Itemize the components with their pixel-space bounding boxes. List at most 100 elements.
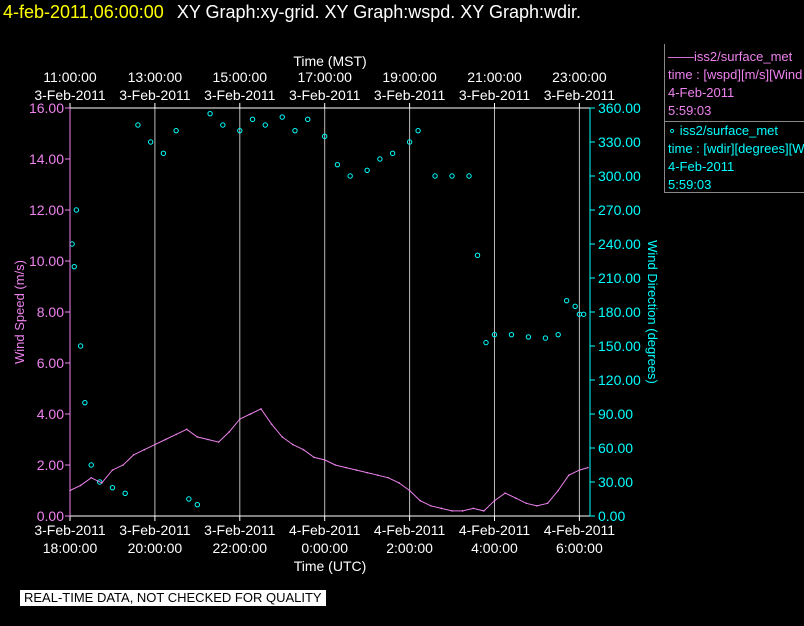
right-axis-tick-label: 300.00 <box>598 168 641 184</box>
left-axis-tick-label: 14.00 <box>29 151 64 167</box>
wind-speed-point <box>270 423 273 426</box>
top-axis-tick-date: 3-Feb-2011 <box>459 87 531 103</box>
wind-speed-point <box>504 492 506 494</box>
wind-speed-point <box>387 476 390 479</box>
top-axis-tick-time: 15:00:00 <box>213 69 268 85</box>
wind-speed-point <box>525 502 528 505</box>
quality-note: REAL-TIME DATA, NOT CHECKED FOR QUALITY <box>20 590 326 606</box>
wind-speed-point <box>557 489 559 492</box>
wind-direction-point <box>377 156 383 162</box>
wind-direction-point <box>389 150 396 157</box>
wind-speed-point <box>366 471 368 474</box>
legend-wspd-clock: 5:59:03 <box>668 103 712 118</box>
top-axis-tick-time: 21:00:00 <box>467 69 522 85</box>
wind-speed-point <box>143 448 146 451</box>
wind-speed-point <box>217 441 220 443</box>
left-axis-title: Wind Speed (m/s) <box>12 260 27 364</box>
wind-speed-line <box>69 408 589 512</box>
wind-direction-point <box>71 263 77 270</box>
left-axis-tick-label: 10.00 <box>29 253 64 269</box>
right-axis-tick-label: 240.00 <box>598 236 641 252</box>
wind-speed-point <box>587 466 589 469</box>
wind-speed-point <box>122 464 124 466</box>
top-axis-tick-time: 13:00:00 <box>128 69 183 85</box>
wind-direction-point <box>77 343 84 349</box>
wind-direction-point <box>220 122 226 128</box>
bottom-axis-tick-date: 3-Feb-2011 <box>204 522 276 538</box>
right-axis-title: Wind Direction (degrees) <box>645 240 660 384</box>
wind-direction-point <box>249 116 256 123</box>
wind-direction-point <box>415 127 421 134</box>
wind-speed-point <box>154 443 156 446</box>
wind-speed-point <box>90 476 93 479</box>
top-axis-tick-date: 3-Feb-2011 <box>544 87 616 103</box>
wind-direction-point <box>292 127 298 134</box>
top-axis-title: Time (MST) <box>293 53 366 69</box>
wind-speed-point <box>185 428 188 431</box>
left-axis-tick-label: 12.00 <box>29 202 64 218</box>
right-axis-tick-label: 210.00 <box>598 270 641 286</box>
left-axis-tick-label: 8.00 <box>37 304 64 320</box>
legend-wdir-date: 4-Feb-2011 <box>668 159 735 174</box>
top-axis-tick-date: 3-Feb-2011 <box>119 87 191 103</box>
right-axis-tick-label: 30.00 <box>598 474 633 490</box>
wind-direction-point <box>279 114 285 120</box>
top-axis-tick-time: 11:00:00 <box>43 69 97 85</box>
bottom-axis-tick-date: 3-Feb-2011 <box>119 522 191 538</box>
legend-divider <box>664 121 804 122</box>
wind-speed-point <box>355 469 358 471</box>
wind-direction-point <box>466 173 472 179</box>
bottom-axis-tick-time: 20:00:00 <box>128 540 183 556</box>
wind-direction-point <box>508 331 515 338</box>
chart-labels: Time (MST) 11:00:00 3-Feb-2011 13:00:00 3-Fe… <box>12 53 660 574</box>
bottom-axis-tick-time: 4:00:00 <box>471 540 518 556</box>
top-axis-tick-time: 17:00:00 <box>297 69 352 85</box>
legend-wdir-clock: 5:59:03 <box>668 177 712 192</box>
wind-direction-point <box>321 133 328 140</box>
bottom-axis-tick-time: 2:00:00 <box>386 540 433 556</box>
wind-speed-point <box>302 448 305 451</box>
left-axis-tick-label: 2.00 <box>37 457 64 473</box>
left-axis-tick-label: 16.00 <box>29 100 64 116</box>
wind-speed-point <box>111 469 114 471</box>
wind-direction-point <box>525 334 532 340</box>
wind-speed-point <box>132 454 135 456</box>
bottom-axis-tick-date: 3-Feb-2011 <box>34 522 106 538</box>
legend-wspd-date: 4-Feb-2011 <box>668 85 735 100</box>
wind-direction-point <box>563 297 570 304</box>
wind-direction-point <box>572 303 578 310</box>
right-axis-tick-label: 360.00 <box>598 100 641 116</box>
top-axis-tick-time: 19:00:00 <box>382 69 437 85</box>
wind-direction-point <box>449 173 455 179</box>
wind-direction-point <box>334 161 341 168</box>
wind-direction-point <box>580 311 587 317</box>
wind-speed-point <box>461 510 464 512</box>
wind-speed-point <box>472 507 475 510</box>
wind-direction-point <box>69 241 75 247</box>
wind-direction-point <box>73 207 80 213</box>
wind-direction-point <box>364 167 370 174</box>
wind-speed-point <box>175 433 177 436</box>
legend-wspd-label: ——iss2/surface_met <box>668 49 793 64</box>
top-axis-tick-date: 3-Feb-2011 <box>34 87 106 103</box>
legend-divider-bottom <box>664 192 804 193</box>
wind-speed-point <box>260 408 262 410</box>
wind-speed-point <box>578 469 581 471</box>
legend-wdir-time: time : [wdir][degrees][W <box>668 141 804 156</box>
left-axis-tick-label: 6.00 <box>37 355 64 371</box>
wind-speed-point <box>334 464 337 466</box>
bottom-axis-tick-time: 22:00:00 <box>213 540 268 556</box>
bottom-axis-tick-date: 4-Feb-2011 <box>289 522 361 538</box>
wind-speed-point <box>398 482 400 484</box>
wind-speed-point <box>79 484 82 487</box>
wind-speed-point <box>164 438 167 441</box>
wind-direction-point <box>483 339 489 346</box>
bottom-axis-tick-time: 6:00:00 <box>556 540 603 556</box>
wind-speed-point <box>323 459 326 461</box>
wind-speed-point <box>376 474 379 477</box>
wind-speed-series <box>69 408 589 512</box>
right-axis-tick-label: 180.00 <box>598 304 641 320</box>
wind-direction-point <box>147 139 154 145</box>
legend-wdir-label-text: iss2/surface_met <box>679 123 779 138</box>
wind-speed-point <box>483 510 485 512</box>
